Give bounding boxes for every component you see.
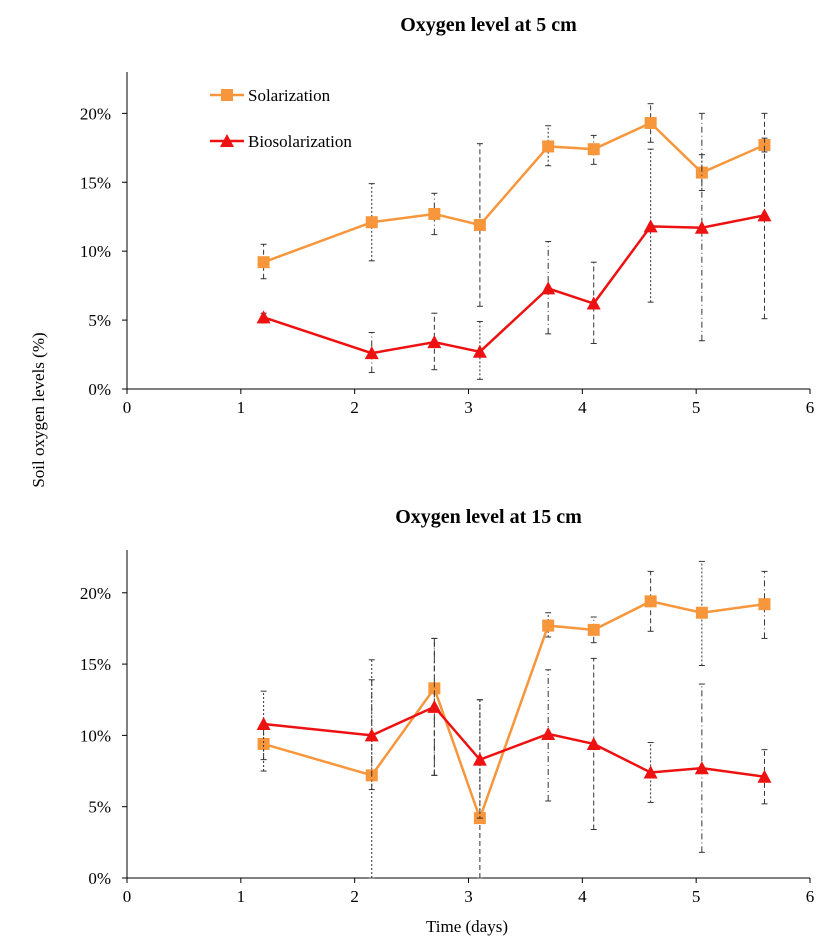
legend-marker-square: [221, 89, 233, 101]
data-point-square: [473, 218, 486, 231]
x-tick-label: 5: [692, 398, 701, 417]
legend-label: Solarization: [248, 86, 331, 105]
legend-item-solarization: Solarization: [210, 86, 331, 105]
legend: Solarization Biosolarization: [210, 86, 352, 151]
y-tick-label: 20%: [80, 584, 111, 603]
data-point-triangle: [694, 761, 709, 775]
data-point-square: [644, 116, 657, 129]
data-point-triangle: [541, 281, 556, 295]
y-tick-label: 5%: [88, 311, 111, 330]
data-point-square: [695, 606, 708, 619]
chart-title: Oxygen level at 5 cm: [400, 14, 577, 36]
legend-item-biosolarization: Biosolarization: [210, 132, 352, 151]
series-line: [263, 600, 765, 822]
data-point-square: [257, 256, 270, 269]
data-point-triangle: [757, 208, 772, 222]
legend-label: Biosolarization: [248, 132, 352, 151]
data-point-triangle: [757, 769, 772, 783]
x-tick-label: 1: [237, 887, 246, 906]
data-point-triangle: [694, 220, 709, 234]
data-point-triangle: [256, 310, 271, 324]
x-tick-label: 2: [350, 398, 359, 417]
y-tick-label: 20%: [80, 104, 111, 123]
data-point-square: [644, 595, 657, 608]
data-point-triangle: [364, 346, 379, 360]
data-point-triangle: [427, 699, 442, 713]
series-line: [263, 214, 765, 355]
data-point-square: [428, 682, 441, 695]
y-tick-label: 10%: [80, 242, 111, 261]
y-tick-label: 5%: [88, 798, 111, 817]
chart-panel-1: Oxygen level at 5 cm 0 1 2 3 4 5 6 0% 5% 10% 15% 20%…: [80, 14, 814, 417]
data-point-square: [428, 207, 441, 220]
x-axis-label: Time (days): [426, 917, 508, 936]
y-tick-label: 15%: [80, 173, 111, 192]
y-axis-label: Soil oxygen levels (%): [29, 332, 48, 487]
y-tick-label: 10%: [80, 726, 111, 745]
data-point-square: [257, 737, 270, 750]
data-point-square: [587, 623, 600, 636]
x-tick-label: 4: [578, 398, 587, 417]
data-point-triangle: [364, 728, 379, 742]
data-point-triangle: [472, 344, 487, 358]
data-point-square: [542, 619, 555, 632]
x-tick-label: 5: [692, 887, 701, 906]
data-point-triangle: [586, 296, 601, 310]
y-tick-label: 15%: [80, 655, 111, 674]
data-point-square: [587, 143, 600, 156]
data-point-triangle: [643, 219, 658, 233]
series-solarization: [257, 103, 771, 307]
series-solarization: [257, 560, 771, 879]
x-tick-label: 0: [123, 398, 132, 417]
data-point-triangle: [643, 765, 658, 779]
data-point-triangle: [427, 335, 442, 349]
data-point-triangle: [256, 716, 271, 730]
data-point-triangle: [472, 752, 487, 766]
data-point-square: [758, 598, 771, 611]
y-tick-label: 0%: [88, 380, 111, 399]
x-tick-label: 0: [123, 887, 132, 906]
x-tick-label: 1: [237, 398, 246, 417]
legend-marker-triangle: [220, 134, 234, 147]
chart-title: Oxygen level at 15 cm: [395, 506, 582, 528]
data-point-square: [758, 139, 771, 152]
chart-panel-2: Oxygen level at 15 cm 0 1 2 3 4 5 6 0% 5% 10% 15% 20…: [80, 506, 814, 906]
x-tick-label: 4: [578, 887, 587, 906]
data-point-square: [542, 140, 555, 153]
x-tick-label: 3: [464, 887, 473, 906]
series-biosolarization: [256, 637, 772, 853]
y-tick-label: 0%: [88, 869, 111, 888]
x-tick-label: 3: [464, 398, 473, 417]
data-point-triangle: [541, 726, 556, 740]
data-point-square: [695, 166, 708, 179]
x-tick-label: 2: [350, 887, 359, 906]
series-biosolarization: [256, 112, 772, 380]
x-tick-label: 6: [806, 398, 815, 417]
x-tick-label: 6: [806, 887, 815, 906]
data-point-triangle: [586, 736, 601, 750]
data-point-square: [365, 216, 378, 229]
